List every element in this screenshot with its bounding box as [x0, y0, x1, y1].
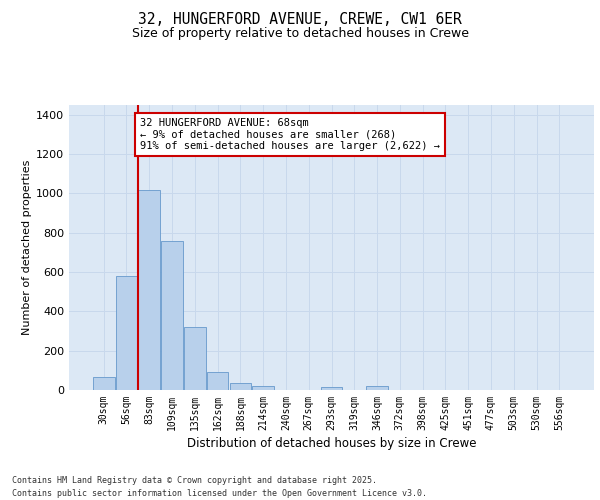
Bar: [230, 382, 251, 390]
Text: Contains HM Land Registry data © Crown copyright and database right 2025.
Contai: Contains HM Land Registry data © Crown c…: [12, 476, 427, 498]
Y-axis label: Number of detached properties: Number of detached properties: [22, 160, 32, 335]
Text: 32 HUNGERFORD AVENUE: 68sqm
← 9% of detached houses are smaller (268)
91% of sem: 32 HUNGERFORD AVENUE: 68sqm ← 9% of deta…: [140, 118, 440, 151]
Bar: [366, 386, 388, 390]
Bar: [139, 190, 160, 390]
Bar: [320, 387, 343, 390]
Bar: [184, 327, 206, 390]
Text: Size of property relative to detached houses in Crewe: Size of property relative to detached ho…: [131, 28, 469, 40]
Text: 32, HUNGERFORD AVENUE, CREWE, CW1 6ER: 32, HUNGERFORD AVENUE, CREWE, CW1 6ER: [138, 12, 462, 28]
Bar: [253, 386, 274, 390]
Bar: [116, 276, 137, 390]
Bar: [207, 372, 229, 390]
Bar: [161, 240, 183, 390]
Bar: [93, 377, 115, 390]
X-axis label: Distribution of detached houses by size in Crewe: Distribution of detached houses by size …: [187, 437, 476, 450]
